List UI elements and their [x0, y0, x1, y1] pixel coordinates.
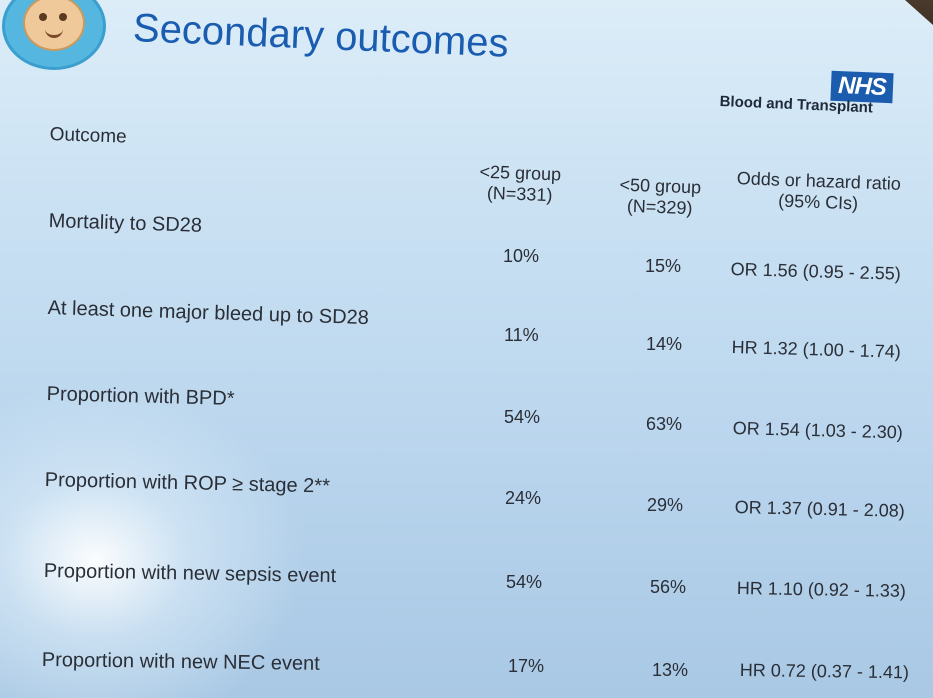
cell-g50: 29%	[647, 495, 684, 515]
row-label: Mortality to SD28	[48, 210, 203, 237]
column-header-g25: <25 group (N=331)	[469, 161, 570, 206]
row-label: At least one major bleed up to SD28	[47, 297, 370, 330]
row-label: Proportion with BPD*	[46, 383, 235, 410]
cell-ratio: HR 1.10 (0.92 - 1.33)	[736, 578, 907, 601]
cell-g50: 15%	[645, 256, 682, 276]
cell-g25: 54%	[504, 407, 541, 427]
row-label: Proportion with new NEC event	[41, 649, 320, 675]
cell-ratio: HR 1.32 (1.00 - 1.74)	[731, 337, 902, 362]
baby-face-logo-icon	[2, 0, 106, 70]
row-label: Proportion with ROP ≥ stage 2**	[44, 469, 331, 498]
row-label: Proportion with new sepsis event	[43, 560, 337, 588]
cell-ratio: HR 0.72 (0.37 - 1.41)	[739, 660, 910, 683]
cell-g25: 17%	[508, 656, 545, 676]
cell-g50: 14%	[646, 334, 683, 354]
slide-title: Secondary outcomes	[132, 6, 510, 66]
cell-g25: 10%	[503, 246, 540, 266]
column-header-g50: <50 group (N=329)	[609, 174, 710, 219]
cell-g50: 63%	[646, 414, 683, 434]
cell-ratio: OR 1.54 (1.03 - 2.30)	[732, 418, 904, 443]
cell-g25: 24%	[505, 488, 542, 508]
column-header-g25-line1: <25 group	[479, 161, 562, 185]
cell-g25: 54%	[506, 572, 543, 592]
outcome-column-header: Outcome	[49, 124, 128, 148]
cell-ratio: OR 1.56 (0.95 - 2.55)	[730, 259, 902, 284]
cell-g50: 13%	[652, 660, 689, 680]
column-header-g50-line1: <50 group	[619, 174, 702, 198]
column-header-ratio: Odds or hazard ratio (95% CIs)	[725, 168, 911, 216]
column-header-g25-line2: (N=331)	[486, 182, 553, 206]
column-header-g50-line2: (N=329)	[626, 195, 693, 219]
cell-g25: 11%	[504, 325, 539, 345]
cell-g50: 56%	[650, 577, 687, 597]
cell-ratio: OR 1.37 (0.91 - 2.08)	[734, 497, 906, 521]
